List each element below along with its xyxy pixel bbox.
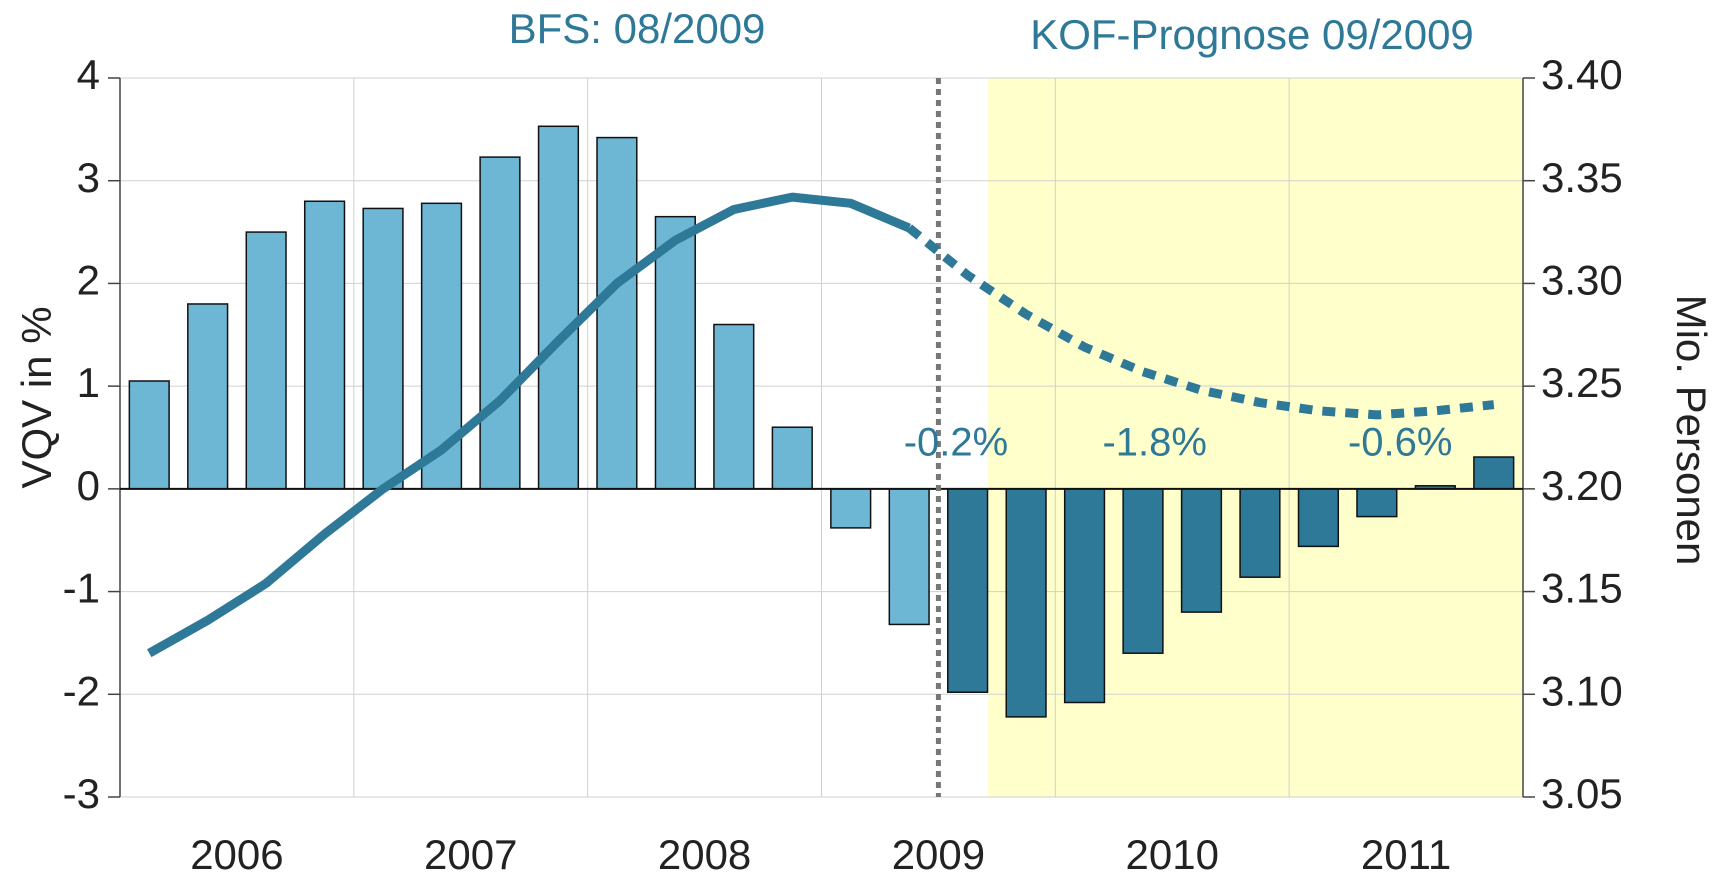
bar: [187, 303, 229, 490]
y2-tick-label: 3.10: [1541, 667, 1623, 714]
y2-tick-label: 3.25: [1541, 359, 1623, 406]
annotation: -1.8%: [1102, 421, 1207, 465]
x-tick-label: 2008: [658, 831, 751, 878]
y2-tick-label: 3.05: [1541, 770, 1623, 817]
bar: [771, 426, 813, 490]
bar: [1180, 488, 1223, 613]
y2-tick-label: 3.40: [1541, 51, 1623, 98]
header-right: KOF-Prognose 09/2009: [1030, 11, 1474, 58]
bar: [888, 488, 930, 626]
y2-tick-label: 3.35: [1541, 154, 1623, 201]
y-tick-label: 4: [77, 51, 100, 98]
y-tick-label: 1: [77, 359, 100, 406]
y2-axis-title: Mio. Personen: [1668, 295, 1713, 566]
y2-tick-label: 3.20: [1541, 462, 1623, 509]
annotation: -0.2%: [904, 421, 1009, 465]
bar: [1063, 488, 1106, 704]
x-tick-label: 2006: [190, 831, 283, 878]
x-tick-label: 2007: [424, 831, 517, 878]
y-tick-label: 3: [77, 154, 100, 201]
bar: [713, 323, 755, 490]
y2-tick-label: 3.30: [1541, 257, 1623, 304]
x-tick-label: 2009: [892, 831, 985, 878]
bar: [1473, 456, 1515, 490]
bar: [128, 380, 170, 490]
header-left: BFS: 08/2009: [509, 5, 766, 52]
bar: [537, 125, 580, 490]
x-tick-label: 2010: [1126, 831, 1219, 878]
bar: [947, 488, 989, 693]
bar: [1122, 488, 1164, 654]
bar: [479, 156, 521, 490]
bar: [245, 231, 287, 490]
bar: [1297, 488, 1340, 548]
y-tick-label: -1: [63, 565, 100, 612]
bar: [303, 200, 346, 490]
bar: [1356, 488, 1398, 518]
bar: [654, 215, 696, 490]
bar: [596, 136, 638, 490]
y-tick-label: 0: [77, 462, 100, 509]
y-tick-label: 2: [77, 257, 100, 304]
bar: [830, 488, 872, 529]
y-axis-title: VQV in %: [13, 306, 60, 488]
y-tick-label: -3: [63, 770, 100, 817]
y-tick-label: -2: [63, 667, 100, 714]
x-tick-label: 2011: [1361, 831, 1451, 878]
line: [906, 224, 1495, 420]
bar: [1005, 488, 1047, 718]
bar: [362, 207, 404, 490]
annotation: -0.6%: [1348, 421, 1453, 465]
line: [147, 192, 911, 658]
bar: [1239, 488, 1281, 578]
y2-tick-label: 3.15: [1541, 565, 1623, 612]
